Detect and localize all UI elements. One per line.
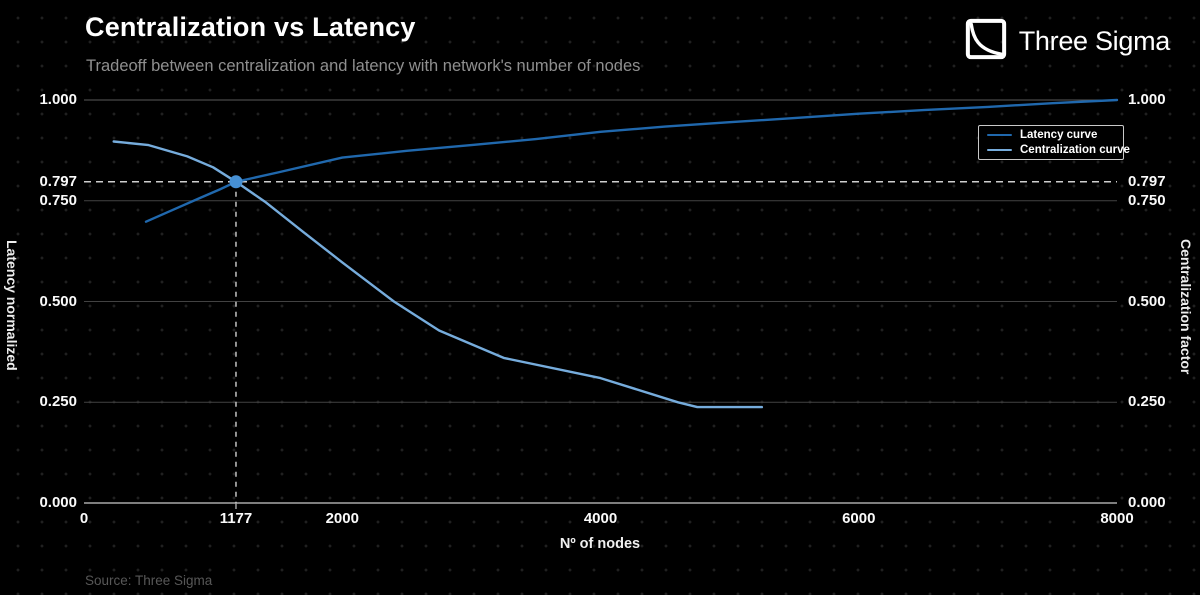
x-tick-8000: 8000 [1100,510,1134,527]
centralization-curve [112,140,764,409]
x-axis-title: Nº of nodes [559,536,641,552]
three-sigma-icon [965,18,1007,65]
y-tick-left-1.000: 1.000 [39,91,77,108]
y-tick-right-0.797: 0.797 [1128,172,1166,190]
legend-label-latency: Latency curve [1020,129,1098,141]
y-tick-right-0.250: 0.250 [1128,393,1166,411]
x-tick-0: 0 [79,510,89,527]
y-tick-left-0.250: 0.250 [39,393,77,411]
x-tick-6000: 6000 [842,510,876,527]
crossover-point-marker [229,175,243,189]
latency-line-swatch [987,133,1012,137]
x-tick-1177: 1177 [219,510,253,527]
chart-legend: Latency curve Centralization curve [978,125,1130,160]
y-tick-left-0.000: 0.000 [39,494,77,511]
latency-curve [144,98,1119,223]
page-title: Centralization vs Latency [85,12,416,42]
legend-item-centralization: Centralization curve [987,144,1130,156]
brand-name: Three Sigma [1018,26,1171,56]
y-tick-left-0.500: 0.500 [39,292,77,310]
page-subtitle: Tradeoff between centralization and late… [86,57,641,75]
y-tick-right-0.750: 0.750 [1128,191,1166,209]
y-axis-title-left: Latency normalized [4,239,20,371]
y-tick-right-1.000: 1.000 [1128,91,1166,108]
y-tick-right-0.500: 0.500 [1128,292,1166,310]
y-tick-right-0.000: 0.000 [1128,494,1166,511]
legend-item-latency: Latency curve [987,129,1115,141]
y-axis-title-right: Centralization factor [1178,239,1194,375]
centralization-line-swatch [987,148,1012,152]
brand-logo: Three Sigma [965,18,1170,65]
x-tick-4000: 4000 [583,510,618,527]
y-tick-left-0.750: 0.750 [39,191,77,209]
source-note: Source: Three Sigma [85,573,213,588]
legend-label-centralization: Centralization curve [1020,144,1130,156]
y-tick-left-0.797: 0.797 [39,172,77,190]
x-tick-2000: 2000 [325,510,359,527]
